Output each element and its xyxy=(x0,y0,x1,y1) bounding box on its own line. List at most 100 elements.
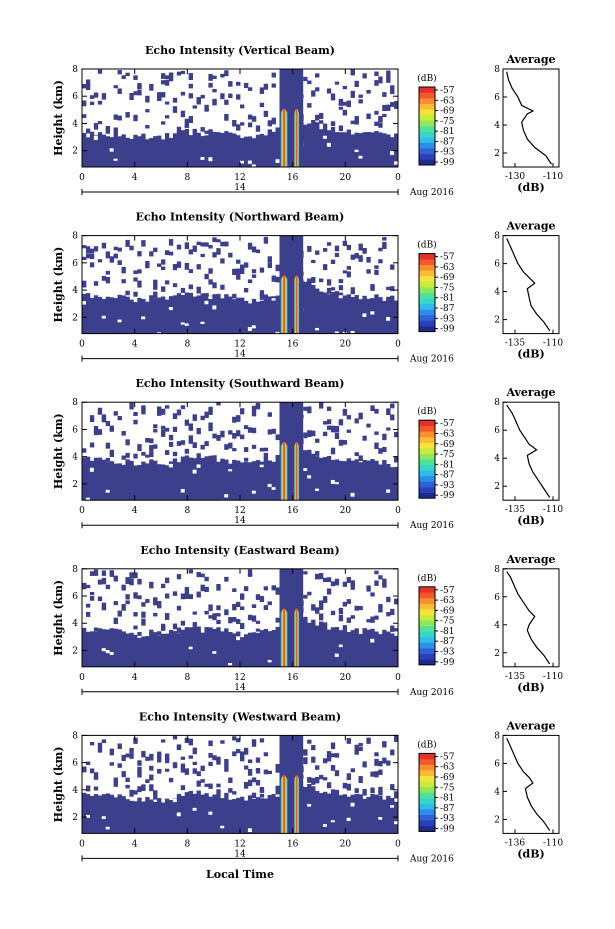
echo-column xyxy=(141,298,146,334)
colorbar-tick-label: -57 xyxy=(440,752,455,762)
echo-speckle xyxy=(240,104,245,109)
echo-speckle xyxy=(382,92,387,97)
echo-speckle xyxy=(386,408,391,415)
echo-speckle xyxy=(338,614,344,622)
echo-column xyxy=(184,792,190,834)
echo-gap xyxy=(338,644,344,648)
colorbar-swatch xyxy=(419,109,435,116)
echo-speckle xyxy=(133,592,138,599)
echo-speckle xyxy=(322,431,328,437)
colorbar-swatch xyxy=(419,592,435,599)
echo-speckle xyxy=(232,416,237,423)
echo-speckle xyxy=(212,433,217,439)
echo-speckle xyxy=(228,442,233,449)
echo-column xyxy=(216,793,221,834)
echo-speckle xyxy=(164,577,170,584)
echo-speckle xyxy=(267,262,272,268)
echo-gap xyxy=(212,305,217,310)
panel-4: Echo Intensity (Westward Beam) 2 4 6 8 Height… xyxy=(52,710,563,864)
echo-speckle xyxy=(208,604,213,611)
echo-speckle xyxy=(263,769,269,775)
echo-speckle xyxy=(204,441,209,447)
average-y-tick-label: 4 xyxy=(494,454,500,464)
colorbar-swatch xyxy=(419,797,435,804)
echo-speckle xyxy=(243,747,249,755)
echo-column xyxy=(236,297,241,334)
echo-column xyxy=(275,791,280,834)
echo-speckle xyxy=(85,785,91,792)
panel-0: Echo Intensity (Vertical Beam) 2 4 6 8 Height… xyxy=(52,44,563,198)
echo-gap xyxy=(378,816,383,820)
echo-speckle xyxy=(188,116,193,123)
echo-speckle xyxy=(346,266,351,270)
echo-column xyxy=(164,633,170,667)
x-tick-label: 0 xyxy=(395,673,401,683)
echo-speckle xyxy=(370,405,375,412)
echo-speckle xyxy=(358,743,363,747)
average-y-tick-label: 2 xyxy=(494,149,500,159)
echo-gap xyxy=(350,492,355,497)
echo-speckle xyxy=(303,594,308,599)
echo-speckle xyxy=(243,457,249,462)
echo-column xyxy=(243,800,249,834)
echo-column xyxy=(180,629,186,667)
echo-column xyxy=(386,631,391,667)
average-y-tick-label: 8 xyxy=(494,232,500,242)
echo-column xyxy=(97,296,103,334)
echo-gap xyxy=(259,464,265,468)
echo-speckle xyxy=(141,750,146,758)
echo-column xyxy=(168,461,174,501)
average-y-tick-label: 4 xyxy=(494,288,500,298)
x-tick-label: 20 xyxy=(340,673,352,683)
echo-speckle xyxy=(172,283,178,288)
echo-speckle xyxy=(93,426,99,433)
echo-column xyxy=(157,798,162,834)
echo-speckle xyxy=(338,279,344,284)
echo-column xyxy=(117,463,122,501)
colorbar-tick-label: -99 xyxy=(440,325,455,335)
echo-speckle xyxy=(153,612,158,617)
average-x-tick-label: -135 xyxy=(505,505,525,515)
echo-speckle xyxy=(105,584,111,590)
echo-column xyxy=(172,631,178,667)
echo-speckle xyxy=(350,580,355,586)
echo-speckle xyxy=(275,264,280,272)
echo-speckle xyxy=(93,772,99,780)
average-y-tick-label: 6 xyxy=(494,593,500,603)
colorbar-swatch xyxy=(419,314,435,321)
echo-speckle xyxy=(358,746,363,752)
echo-column xyxy=(172,458,178,501)
echo-column xyxy=(386,795,391,834)
echo-speckle xyxy=(208,615,213,619)
colorbar-swatch xyxy=(419,620,435,627)
echo-speckle xyxy=(334,753,340,758)
echo-column xyxy=(232,799,237,834)
echo-speckle xyxy=(370,616,375,623)
echo-column xyxy=(101,134,107,167)
echo-gap xyxy=(180,488,186,493)
echo-speckle xyxy=(366,619,371,623)
echo-column xyxy=(145,636,150,667)
echo-speckle xyxy=(224,444,229,450)
colorbar-swatch xyxy=(419,814,435,821)
echo-speckle xyxy=(382,741,387,748)
echo-gap xyxy=(346,817,351,822)
echo-speckle xyxy=(164,280,170,285)
echo-speckle xyxy=(322,264,328,271)
echo-speckle xyxy=(133,114,138,122)
echo-column xyxy=(93,295,99,334)
average-profile-line xyxy=(506,238,551,332)
echo-speckle xyxy=(243,262,249,268)
echo-speckle xyxy=(378,769,383,775)
echo-speckle xyxy=(216,756,221,763)
colorbar-tick-label: -93 xyxy=(440,314,455,324)
echo-gap xyxy=(168,463,174,468)
echo-gap xyxy=(322,135,328,139)
echo-column xyxy=(196,790,201,834)
echo-column xyxy=(85,137,91,167)
echo-speckle xyxy=(358,455,363,461)
echo-column xyxy=(212,294,217,334)
echo-speckle xyxy=(326,782,332,789)
x-tick-label: 4 xyxy=(132,173,138,183)
echo-speckle xyxy=(105,270,111,275)
